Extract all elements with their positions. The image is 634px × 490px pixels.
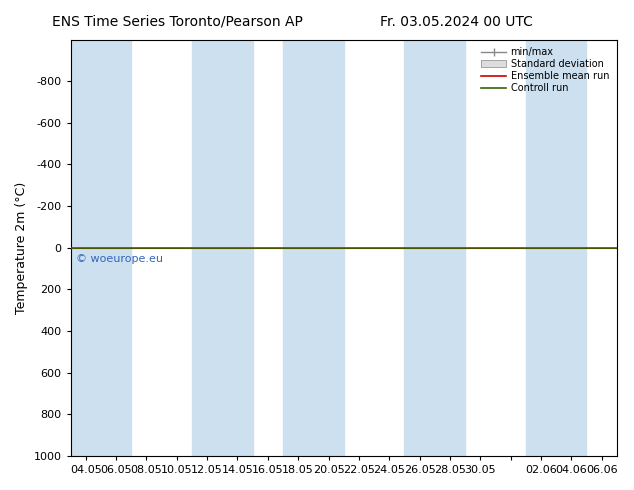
Text: Fr. 03.05.2024 00 UTC: Fr. 03.05.2024 00 UTC <box>380 15 533 29</box>
Bar <box>70 40 131 456</box>
Text: ENS Time Series Toronto/Pearson AP: ENS Time Series Toronto/Pearson AP <box>52 15 303 29</box>
Bar <box>192 40 253 456</box>
Bar <box>404 40 465 456</box>
Text: © woeurope.eu: © woeurope.eu <box>76 254 163 264</box>
Bar <box>526 40 586 456</box>
Y-axis label: Temperature 2m (°C): Temperature 2m (°C) <box>15 182 28 314</box>
Legend: min/max, Standard deviation, Ensemble mean run, Controll run: min/max, Standard deviation, Ensemble me… <box>479 45 612 96</box>
Bar <box>283 40 344 456</box>
